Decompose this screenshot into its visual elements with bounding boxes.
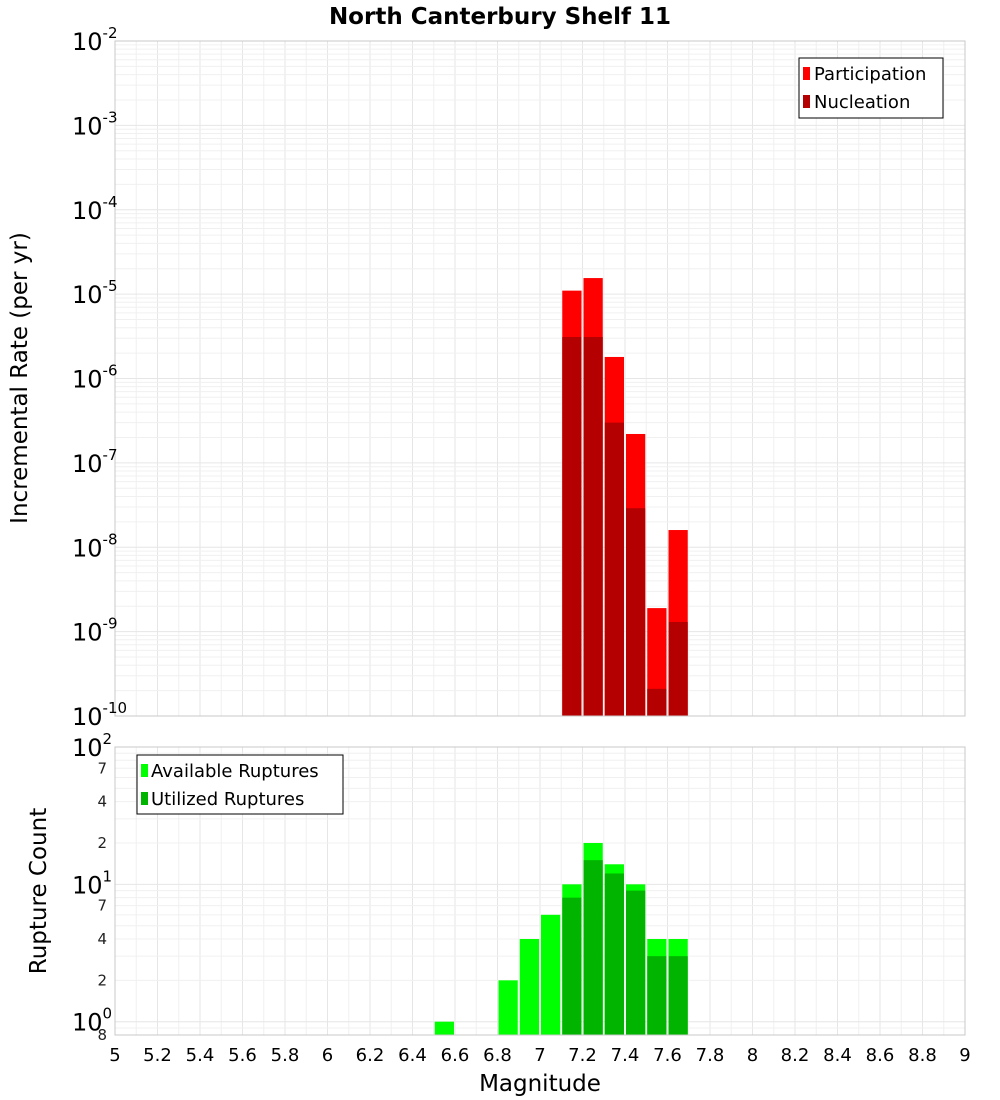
magnitude-x-tick-label: 5.6 bbox=[228, 1045, 257, 1066]
nucleation-legend-swatch bbox=[803, 95, 810, 108]
magnitude-x-tick-label: 6.6 bbox=[441, 1045, 470, 1066]
rupture-count-bars bbox=[434, 843, 688, 1035]
rupture-count-bar-a bbox=[434, 1021, 454, 1035]
magnitude-x-tick-label: 7.2 bbox=[568, 1045, 597, 1066]
rupture-count-y-axis-label: Rupture Count bbox=[26, 808, 52, 974]
incremental-rate-legend-box bbox=[798, 57, 944, 119]
rupture-count-legend: Available Ruptures Utilized Ruptures bbox=[136, 754, 344, 815]
incremental-rate-y-tick-label: 10-7 bbox=[72, 446, 118, 478]
incremental-rate-y-axis-label: Incremental Rate (per yr) bbox=[7, 232, 33, 524]
rupture-count-y-minor-tick-label: 4 bbox=[97, 930, 107, 948]
magnitude-x-tick-label: 5.8 bbox=[271, 1045, 300, 1066]
nucleation-legend-label: Nucleation bbox=[814, 92, 910, 113]
magnitude-x-tick-label: 7.6 bbox=[653, 1045, 682, 1066]
incremental-rate-y-tick-label: 10-3 bbox=[72, 108, 118, 140]
magnitude-x-tick-label: 8.6 bbox=[866, 1045, 895, 1066]
incremental-rate-y-tick-label: 10-10 bbox=[72, 699, 127, 731]
chart-title: North Canterbury Shelf 11 bbox=[329, 4, 671, 30]
available-ruptures-legend-swatch bbox=[141, 764, 148, 777]
incremental-rate-bar-b bbox=[604, 422, 624, 716]
magnitude-x-tick-label: 9 bbox=[959, 1045, 970, 1066]
rupture-count-bar-b bbox=[626, 890, 646, 1035]
incremental-rate-bar-b bbox=[562, 337, 582, 716]
incremental-rate-y-tick-label: 10-6 bbox=[72, 362, 118, 394]
rupture-count-y-minor-tick-label: 7 bbox=[97, 759, 107, 777]
incremental-rate-bar-b bbox=[668, 622, 688, 716]
magnitude-x-tick-label: 5 bbox=[109, 1045, 120, 1066]
participation-legend-label: Participation bbox=[814, 64, 926, 85]
magnitude-x-tick-label: 8.8 bbox=[908, 1045, 937, 1066]
incremental-rate-y-ticks: 10-10 10-9 10-8 10-7 10-6 10-5 10-4 10-3 10-2 bbox=[72, 24, 127, 731]
magnitude-x-tick-label: 6.2 bbox=[356, 1045, 385, 1066]
rupture-count-y-minor-tick-label: 7 bbox=[97, 897, 107, 915]
rupture-count-plot-frame bbox=[114, 746, 966, 1036]
magnitude-x-tick-label: 8.2 bbox=[781, 1045, 810, 1066]
incremental-rate-panel: 10-10 10-9 10-8 10-7 10-6 10-5 10-4 10-3 10-2 In… bbox=[7, 24, 966, 731]
rupture-count-bar-a bbox=[519, 939, 539, 1035]
incremental-rate-y-tick-label: 10-4 bbox=[72, 193, 118, 225]
rupture-count-bar-b bbox=[604, 873, 624, 1035]
rupture-count-bar-b bbox=[583, 860, 603, 1035]
magnitude-x-tick-label: 5.2 bbox=[143, 1045, 172, 1066]
incremental-rate-bar-b bbox=[583, 337, 603, 716]
rupture-count-legend-box bbox=[136, 754, 344, 815]
rupture-count-bar-b bbox=[647, 956, 667, 1035]
magnitude-x-tick-label: 6 bbox=[322, 1045, 333, 1066]
incremental-rate-plot-frame bbox=[114, 40, 966, 717]
magnitude-x-ticks: 5 5.2 5.4 5.6 5.8 6 6.2 6.4 6.6 6.8 7 7.2 7.4 7.6 7.8 8… bbox=[109, 1045, 970, 1066]
incremental-rate-legend: Participation Nucleation bbox=[798, 57, 944, 119]
incremental-rate-bars bbox=[562, 278, 688, 716]
magnitude-x-tick-label: 7 bbox=[534, 1045, 545, 1066]
participation-legend-swatch bbox=[803, 67, 810, 80]
magnitude-x-tick-label: 6.8 bbox=[483, 1045, 512, 1066]
utilized-ruptures-legend-label: Utilized Ruptures bbox=[151, 789, 304, 810]
incremental-rate-y-tick-label: 10-2 bbox=[72, 24, 118, 56]
magnitude-x-tick-label: 6.4 bbox=[398, 1045, 427, 1066]
utilized-ruptures-legend-swatch bbox=[141, 792, 148, 805]
magnitude-x-tick-label: 7.4 bbox=[611, 1045, 640, 1066]
magnitude-x-axis-label: Magnitude bbox=[479, 1071, 601, 1097]
magnitude-x-tick-label: 7.8 bbox=[696, 1045, 725, 1066]
rupture-count-y-minor-tick-label: 4 bbox=[97, 793, 107, 811]
magnitude-x-tick-label: 8.4 bbox=[823, 1045, 852, 1066]
rupture-count-y-minor-tick-label: 2 bbox=[97, 834, 107, 852]
magnitude-x-tick-label: 5.4 bbox=[186, 1045, 215, 1066]
rupture-count-bar-b bbox=[562, 897, 582, 1035]
incremental-rate-bar-b bbox=[647, 688, 667, 716]
incremental-rate-y-tick-label: 10-5 bbox=[72, 277, 118, 309]
available-ruptures-legend-label: Available Ruptures bbox=[151, 761, 319, 782]
rupture-count-y-tick-label: 102 bbox=[72, 730, 112, 762]
rupture-count-y-minor-tick-label: 8 bbox=[97, 1026, 107, 1044]
rupture-count-y-tick-label: 101 bbox=[72, 867, 112, 899]
rupture-count-bar-b bbox=[668, 956, 688, 1035]
rupture-count-bar-a bbox=[498, 980, 518, 1035]
rupture-count-y-minor-tick-label: 2 bbox=[97, 971, 107, 989]
magnitude-x-tick-label: 8 bbox=[747, 1045, 758, 1066]
incremental-rate-y-tick-label: 10-8 bbox=[72, 530, 118, 562]
rupture-count-grid bbox=[114, 746, 966, 1036]
incremental-rate-y-tick-label: 10-9 bbox=[72, 615, 118, 647]
incremental-rate-bar-b bbox=[626, 508, 646, 716]
incremental-rate-grid bbox=[114, 40, 966, 717]
rupture-count-bar-a bbox=[541, 914, 561, 1035]
